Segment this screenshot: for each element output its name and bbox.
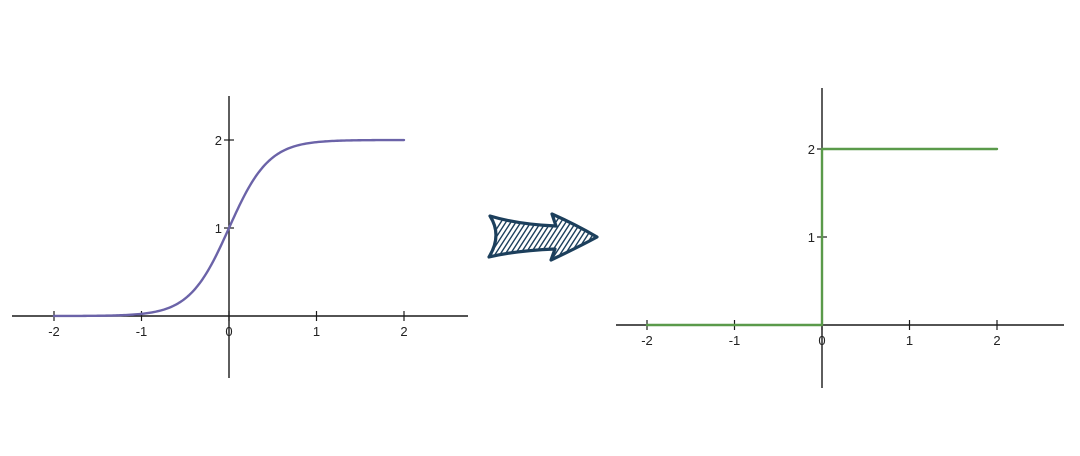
y-tick-label: 1	[215, 221, 222, 236]
x-tick-label: 0	[225, 324, 232, 339]
chart-sigmoid: -2 -1 0 1 2 1 2	[12, 96, 468, 378]
arrow-outline	[487, 212, 599, 262]
y-tick-label: 2	[215, 133, 222, 148]
y-tick-label: 1	[808, 230, 815, 245]
series-line	[52, 138, 406, 318]
hatch-line	[600, 205, 642, 270]
x-tick-label: 1	[906, 333, 913, 348]
hatch-line	[615, 205, 657, 270]
hatch-line	[594, 214, 597, 260]
x-tick-label: -2	[48, 324, 60, 339]
x-tick-label: -1	[136, 324, 148, 339]
y-tick-label: 2	[808, 142, 815, 157]
series-line	[645, 147, 999, 327]
x-tick-label: 2	[400, 324, 407, 339]
hatch-line	[605, 205, 647, 270]
x-tick-label: -2	[641, 333, 653, 348]
x-tick-label: 1	[313, 324, 320, 339]
arrow-icon	[487, 205, 657, 270]
x-tick-label: 0	[818, 333, 825, 348]
chart-step: -2 -1 0 1 2 1 2	[616, 88, 1064, 388]
arrow-hatching	[489, 205, 657, 270]
hatch-line	[610, 205, 652, 270]
x-tick-label: 2	[993, 333, 1000, 348]
x-tick-label: -1	[729, 333, 741, 348]
